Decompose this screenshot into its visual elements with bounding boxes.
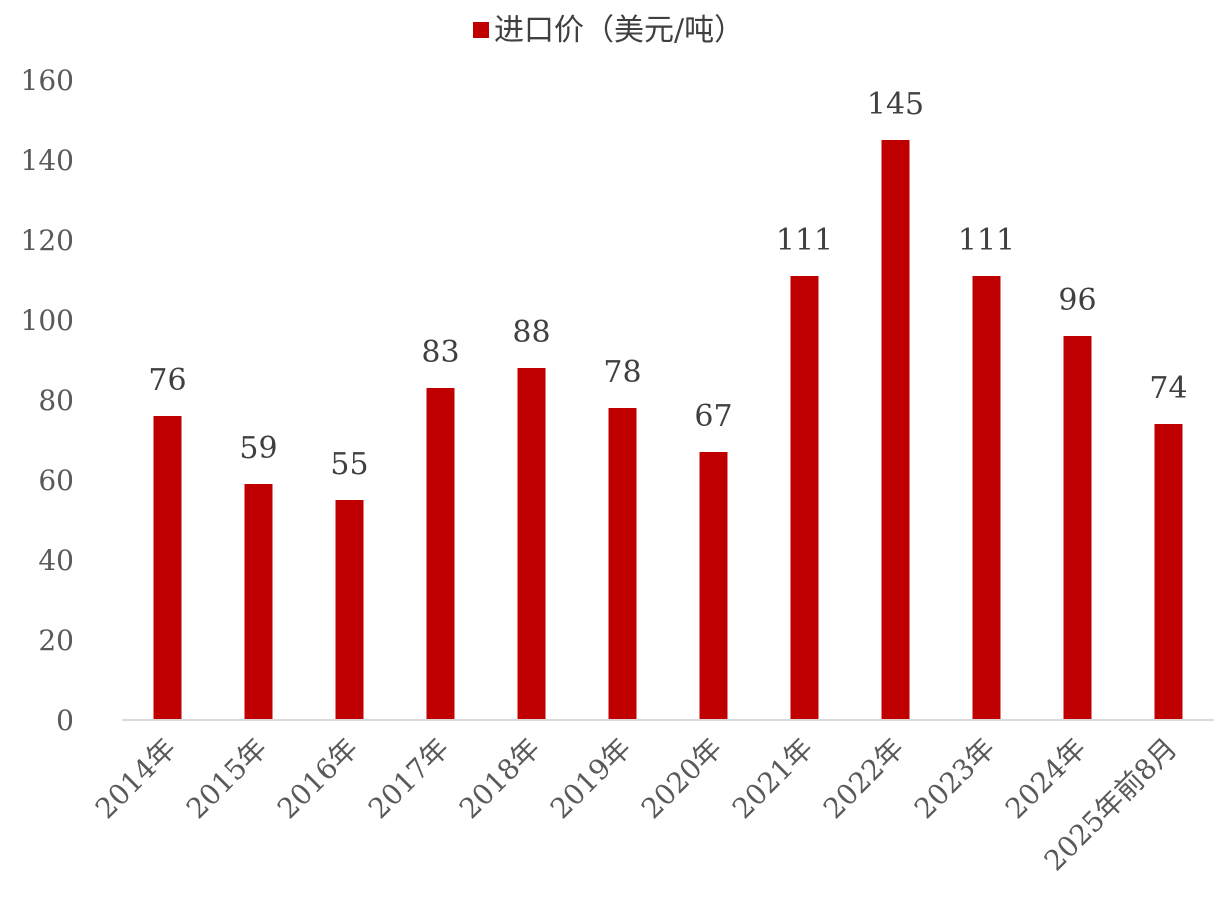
x-tick-label: 2019年 — [544, 732, 638, 826]
value-label: 55 — [330, 447, 368, 482]
bar — [972, 276, 1001, 720]
x-tick-label: 2016年 — [271, 732, 365, 826]
x-tick-label: 2020年 — [635, 732, 729, 826]
x-tick-label: 2014年 — [89, 732, 183, 826]
legend-label: 进口价（美元/吨） — [494, 13, 744, 48]
x-tick-label: 2018年 — [453, 732, 547, 826]
x-tick-label: 2021年 — [726, 732, 820, 826]
bar — [790, 276, 819, 720]
value-label: 96 — [1058, 283, 1096, 318]
bar — [1063, 336, 1092, 720]
x-tick-label: 2023年 — [908, 732, 1002, 826]
legend: 进口价（美元/吨） — [473, 13, 744, 48]
value-label: 67 — [694, 399, 732, 434]
x-axis-labels: 2014年2015年2016年2017年2018年2019年2020年2021年… — [89, 732, 1184, 878]
bar — [699, 452, 728, 720]
value-label: 111 — [776, 223, 833, 258]
y-tick-label: 160 — [21, 64, 74, 97]
value-label: 74 — [1149, 371, 1187, 406]
y-tick-label: 40 — [38, 544, 74, 577]
bar — [244, 484, 273, 720]
y-axis-ticks: 0 20 40 60 80 100 120 140 160 — [21, 64, 74, 737]
value-label: 145 — [867, 87, 924, 122]
x-tick-label: 2017年 — [362, 732, 456, 826]
y-tick-label: 0 — [56, 704, 74, 737]
y-tick-label: 60 — [38, 464, 74, 497]
value-label: 78 — [603, 355, 641, 390]
value-label: 76 — [148, 363, 186, 398]
x-tick-label: 2024年 — [999, 732, 1093, 826]
value-label: 88 — [512, 315, 550, 350]
value-labels: 76 59 55 83 88 78 67 111 145 111 96 74 — [148, 87, 1187, 482]
y-tick-label: 140 — [21, 144, 74, 177]
bars — [153, 140, 1183, 720]
x-tick-label: 2022年 — [817, 732, 911, 826]
bar — [426, 388, 455, 720]
bar — [153, 416, 182, 720]
bar — [335, 500, 364, 720]
y-tick-label: 100 — [21, 304, 74, 337]
bar — [1154, 424, 1183, 720]
value-label: 83 — [421, 335, 459, 370]
bar — [517, 368, 546, 720]
legend-swatch — [473, 22, 489, 38]
y-tick-label: 20 — [38, 624, 74, 657]
value-label: 111 — [958, 223, 1015, 258]
x-tick-label: 2015年 — [180, 732, 274, 826]
bar — [608, 408, 637, 720]
y-tick-label: 120 — [21, 224, 74, 257]
value-label: 59 — [239, 431, 277, 466]
bar — [881, 140, 910, 720]
y-tick-label: 80 — [38, 384, 74, 417]
